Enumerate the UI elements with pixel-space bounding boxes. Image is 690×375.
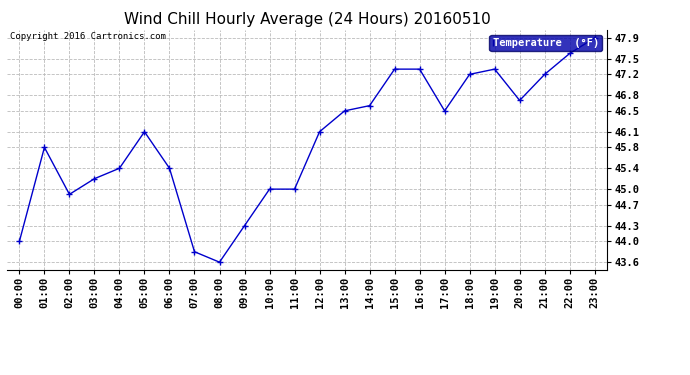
Text: Copyright 2016 Cartronics.com: Copyright 2016 Cartronics.com xyxy=(10,32,166,41)
Title: Wind Chill Hourly Average (24 Hours) 20160510: Wind Chill Hourly Average (24 Hours) 201… xyxy=(124,12,491,27)
Legend: Temperature  (°F): Temperature (°F) xyxy=(489,35,602,51)
